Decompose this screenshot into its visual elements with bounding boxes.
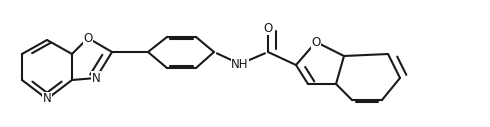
Text: O: O [83,31,93,44]
Text: N: N [92,72,100,84]
Text: O: O [311,36,320,49]
Text: NH: NH [231,58,249,70]
Text: N: N [43,92,51,106]
Text: O: O [264,21,272,35]
